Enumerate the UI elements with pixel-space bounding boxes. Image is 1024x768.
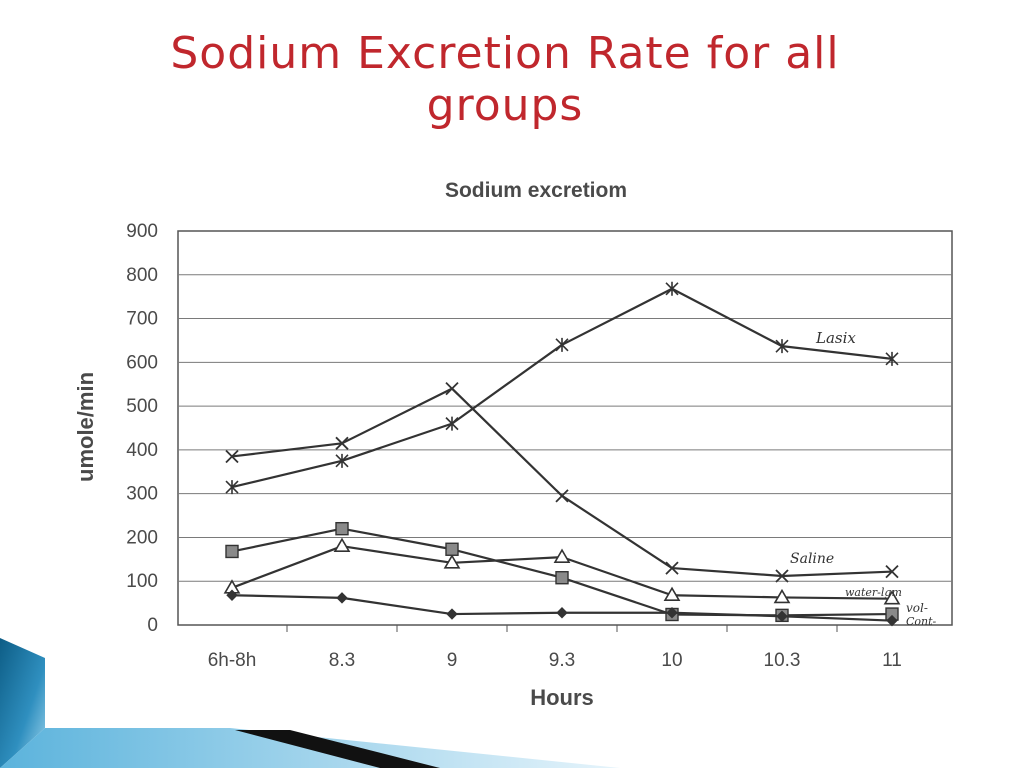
x-tick-label: 8.3 xyxy=(329,650,355,671)
data-point-4-5 xyxy=(776,610,788,622)
data-point-4-4 xyxy=(666,607,678,619)
data-point-3-2 xyxy=(445,542,459,556)
data-point-2-3 xyxy=(553,548,571,563)
data-point-0-5 xyxy=(775,339,789,354)
series-annotation-2: water-lgm xyxy=(845,586,902,599)
data-point-1-1 xyxy=(335,436,349,450)
data-point-1-2 xyxy=(445,381,459,396)
data-point-1-4 xyxy=(665,561,679,575)
data-point-3-0 xyxy=(225,544,239,559)
data-point-1-0 xyxy=(225,449,239,464)
slide-footer-decoration xyxy=(0,638,620,768)
y-tick-label: 300 xyxy=(126,484,158,505)
x-tick-label: 9 xyxy=(447,650,458,671)
footer-blue-wedge xyxy=(0,638,45,768)
data-point-4-6 xyxy=(886,614,898,627)
data-point-4-1 xyxy=(336,592,348,604)
x-tick-label: 9.3 xyxy=(549,650,575,671)
data-point-3-3 xyxy=(555,571,569,585)
data-point-0-2 xyxy=(445,416,459,431)
data-point-1-5 xyxy=(775,569,789,583)
y-tick-label: 900 xyxy=(126,221,158,242)
y-tick-label: 400 xyxy=(126,440,158,461)
y-tick-label: 600 xyxy=(126,352,158,373)
data-point-1-6 xyxy=(885,564,899,579)
data-point-2-2 xyxy=(443,554,461,569)
data-point-1-3 xyxy=(555,489,569,503)
slide-title-line-1: Sodium Excretion Rate for all xyxy=(170,28,840,79)
y-axis-label: umole/min xyxy=(73,372,98,482)
data-point-2-1 xyxy=(333,537,351,553)
series-annotation-0: Lasix xyxy=(815,329,856,347)
plot-area: 0 100 200 300 400 500 600 700 800 900 6h-8h 8.3 9 9.3… xyxy=(126,221,953,671)
data-point-4-0 xyxy=(226,589,238,601)
y-tick-label: 500 xyxy=(126,396,158,417)
data-point-2-4 xyxy=(663,586,681,602)
series-annotation-3: vol- xyxy=(906,601,928,615)
data-point-4-2 xyxy=(446,608,458,620)
y-tick-label: 0 xyxy=(147,615,158,636)
data-point-0-3 xyxy=(555,337,569,352)
x-tick-label: 10 xyxy=(661,650,682,671)
y-tick-label: 700 xyxy=(126,309,158,330)
data-point-2-6 xyxy=(883,590,901,605)
data-point-2-5 xyxy=(773,588,791,604)
y-tick-label: 100 xyxy=(126,571,158,592)
series-annotation-4: Cont- xyxy=(906,615,937,628)
data-point-0-0 xyxy=(225,480,239,495)
data-point-4-3 xyxy=(556,607,568,619)
footer-dark-band xyxy=(235,730,440,768)
x-axis-label: Hours xyxy=(530,685,594,710)
data-point-0-1 xyxy=(335,453,349,468)
x-tick-label: 11 xyxy=(882,650,902,671)
data-point-0-6 xyxy=(885,351,899,366)
slide-title-line-2: groups xyxy=(426,80,584,131)
y-tick-label: 800 xyxy=(126,265,158,286)
slide-title: Sodium Excretion Rate for all groups xyxy=(0,28,1010,132)
series-line-1 xyxy=(231,387,893,578)
x-tick-label: 10.3 xyxy=(764,650,801,671)
data-point-3-1 xyxy=(335,521,349,536)
y-tick-label: 200 xyxy=(126,527,158,548)
plot-frame xyxy=(177,230,953,626)
x-tick-label: 6h-8h xyxy=(208,650,257,671)
data-point-0-4 xyxy=(665,281,679,296)
chart-title: Sodium excretiom xyxy=(445,179,627,202)
series-annotation-1: Saline xyxy=(790,551,834,567)
